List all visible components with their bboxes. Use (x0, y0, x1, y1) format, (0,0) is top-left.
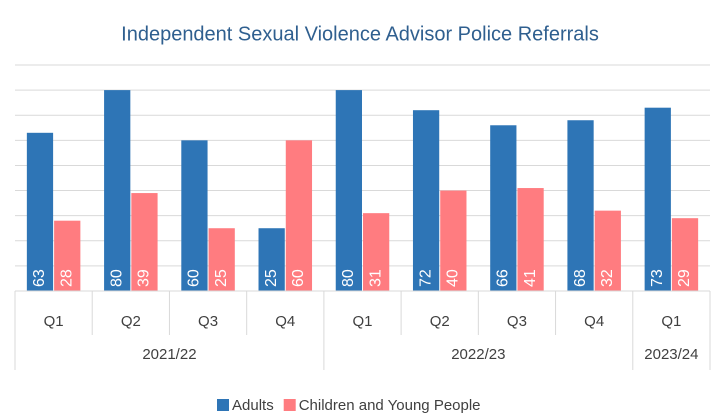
group-label: 2021/22 (142, 346, 196, 363)
data-label: 72 (417, 269, 434, 287)
x-tick-label: Q2 (121, 313, 141, 330)
data-label: 32 (599, 269, 616, 287)
data-label: 29 (676, 269, 693, 287)
x-tick-label: Q4 (275, 313, 295, 330)
x-tick-label: Q2 (430, 313, 450, 330)
bar (412, 110, 440, 291)
bar (490, 125, 517, 292)
x-tick-label: Q1 (661, 313, 681, 330)
bar (26, 132, 54, 291)
legend-swatch (217, 399, 229, 411)
data-label: 28 (58, 269, 75, 287)
bar (104, 90, 131, 291)
data-label: 68 (572, 269, 589, 287)
bar (335, 90, 362, 291)
x-tick-label: Q3 (198, 313, 218, 330)
legend-swatch (283, 399, 296, 411)
x-tick-label: Q1 (352, 313, 372, 330)
data-label: 40 (445, 269, 462, 287)
x-tick-label: Q3 (507, 313, 527, 330)
bar (567, 120, 594, 291)
data-label: 60 (290, 269, 307, 287)
data-label: 73 (649, 269, 666, 287)
legend-label: Children and Young People (299, 397, 481, 414)
data-label: 80 (340, 269, 357, 287)
bar (671, 218, 699, 291)
x-tick-label: Q4 (584, 313, 604, 330)
data-label: 66 (495, 269, 512, 287)
bar (644, 107, 671, 291)
data-label: 31 (367, 269, 384, 287)
data-label: 60 (186, 269, 203, 287)
group-label: 2022/23 (451, 346, 505, 363)
chart-title: Independent Sexual Violence Advisor Poli… (121, 23, 599, 45)
bar (54, 220, 81, 291)
data-label: 25 (213, 269, 230, 287)
legend-label: Adults (232, 397, 274, 414)
bar (363, 213, 390, 291)
data-label: 25 (263, 269, 280, 287)
data-label: 39 (136, 269, 153, 287)
bar (181, 140, 208, 291)
bar (285, 140, 313, 291)
bar (517, 188, 544, 291)
bar (131, 193, 158, 291)
x-tick-label: Q1 (44, 313, 64, 330)
data-label: 41 (522, 269, 539, 287)
bar (208, 228, 235, 291)
group-label: 2023/24 (644, 346, 698, 363)
data-label: 63 (31, 269, 48, 287)
data-label: 80 (108, 269, 125, 287)
bar (258, 228, 285, 291)
bar (594, 210, 621, 291)
bar (440, 190, 467, 291)
